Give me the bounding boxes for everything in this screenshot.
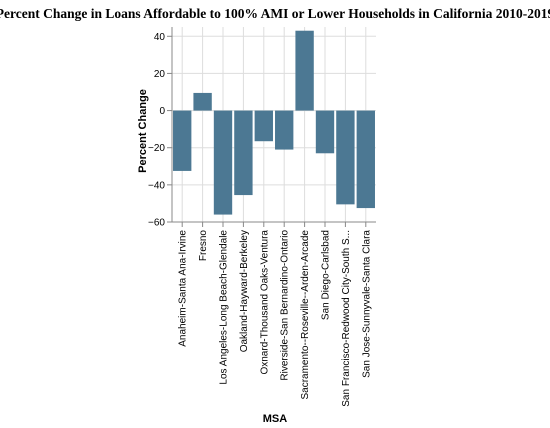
bars [173, 30, 375, 215]
bar [275, 110, 294, 150]
bar [356, 110, 375, 209]
bar [193, 92, 212, 111]
chart-title: Percent Change in Loans Affordable to 10… [0, 6, 550, 21]
y-axis-title: Percent Change [137, 89, 149, 173]
bar [315, 110, 335, 154]
x-tick-label: Riverside-San Bernardino-Ontario [280, 230, 291, 381]
x-tick-label: Oakland-Hayward-Berkeley [239, 230, 250, 352]
bar [295, 30, 314, 111]
y-tick-label: −60 [148, 218, 165, 229]
y-tick-label: 20 [154, 69, 166, 80]
x-tick-label: San Francisco-Redwood City-South S... [341, 230, 352, 407]
x-tick-label: Sacramento--Roseville--Arden-Arcade [300, 230, 311, 400]
bar [234, 110, 253, 196]
y-tick-label: 40 [154, 32, 166, 43]
bar [336, 110, 355, 205]
axes: 40 20 0 −20 −40 −60 Anaheim-Santa Ana-Irvine Fr… [148, 27, 376, 407]
bar [254, 110, 273, 142]
y-tick-label: 0 [159, 106, 165, 117]
x-axis-title: MSA [263, 413, 288, 425]
x-tick-label: San Jose-Sunnyvale-Santa Clara [361, 230, 372, 378]
bar [213, 110, 233, 215]
x-tick-label: Fresno [198, 230, 209, 262]
y-tick-label: −20 [148, 143, 165, 154]
x-tick-label: Oxnard-Thousand Oaks-Ventura [259, 230, 270, 375]
x-tick-label: Anaheim-Santa Ana-Irvine [178, 230, 189, 347]
x-tick-label: San Diego-Carlsbad [321, 230, 332, 320]
bar [173, 110, 192, 171]
x-tick-label: Los Angeles-Long Beach-Glendale [219, 230, 230, 385]
y-tick-label: −40 [148, 180, 165, 191]
